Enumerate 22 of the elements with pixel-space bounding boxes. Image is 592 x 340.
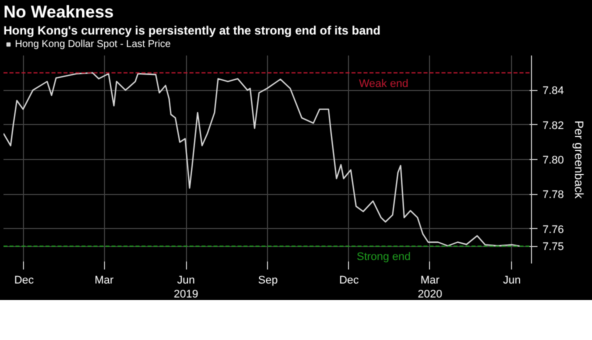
y-tick-label: 7.84 <box>542 85 564 98</box>
chart-subtitle: Hong Kong's currency is persistently at the strong end of its band <box>4 24 380 38</box>
y-tick-label: 7.80 <box>542 154 564 166</box>
y-tick-label: 7.78 <box>542 189 564 202</box>
y-tick-label: 7.75 <box>542 241 564 254</box>
ref-line-label: Weak end <box>358 78 408 90</box>
line-series <box>4 72 521 247</box>
x-tick-label: Mar <box>94 274 114 286</box>
x2-tick-label: 2020 <box>418 288 442 300</box>
x-tick-label: Jun <box>503 274 521 286</box>
x-tick-label: Mar <box>420 274 440 286</box>
ref-line-label: Strong end <box>356 251 411 264</box>
y-tick-label: 7.82 <box>542 120 564 132</box>
x-tick-label: Dec <box>14 274 34 286</box>
x2-tick-label: 2019 <box>174 288 198 300</box>
chart-title: No Weakness <box>4 2 114 22</box>
x-tick-label: Jun <box>177 274 195 286</box>
legend-label: Hong Kong Dollar Spot - Last Price <box>15 38 171 50</box>
y-axis-title: Per greenback <box>572 120 586 200</box>
x-tick-label: Dec <box>339 274 360 286</box>
x-tick-label: Sep <box>258 274 278 286</box>
y-tick-label: 7.76 <box>542 224 564 236</box>
